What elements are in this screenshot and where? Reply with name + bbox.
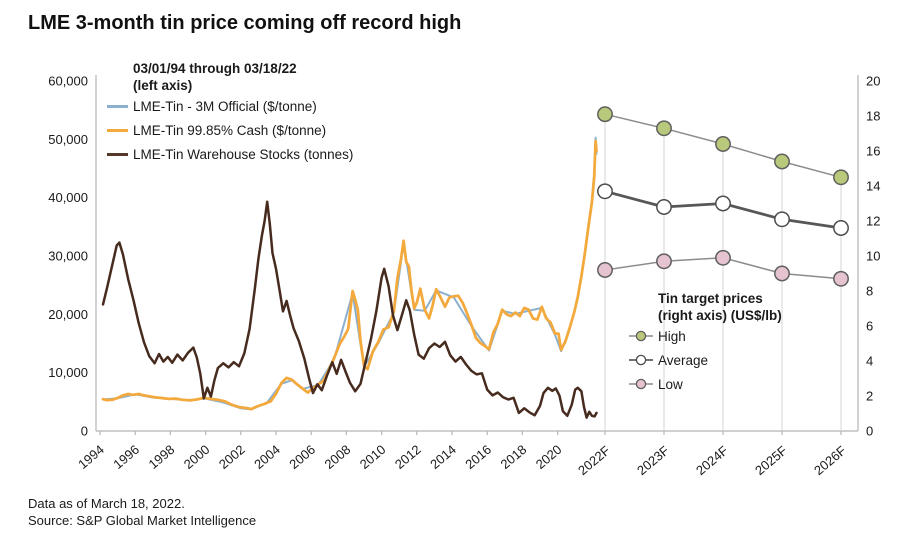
forecast-dot-low-2024F [715, 249, 731, 266]
x-tick-label: 2008 [322, 442, 354, 472]
x-tick-label: 2014 [427, 442, 459, 472]
legend-item-label: High [658, 328, 686, 344]
marker-swatch-average [629, 354, 653, 366]
x-tick-label: 2018 [498, 442, 530, 472]
legend-item-average: Average [628, 348, 782, 372]
right-axis-tick-label: 10 [866, 249, 880, 264]
legend-right-header: Tin target prices (right axis) (US$/lb) [658, 290, 782, 324]
right-axis-tick-label: 12 [866, 214, 880, 229]
x-tick-label: 2010 [357, 442, 389, 472]
forecast-dot-high-2026F [833, 169, 849, 186]
forecast-dot-average-2024F [715, 195, 731, 212]
legend-left: 03/01/94 through 03/18/22 (left axis) LM… [107, 60, 353, 166]
x-tick-label: 2004 [251, 442, 283, 472]
right-axis-tick-label: 20 [866, 74, 880, 89]
x-tick-label: 2002 [216, 442, 248, 472]
right-axis-tick-label: 8 [866, 284, 873, 299]
average-marker-icon [635, 354, 647, 366]
forecast-dot-low-2023F [656, 253, 672, 270]
legend-axis-note: (left axis) [133, 78, 193, 93]
legend-item-label: LME-Tin 99.85% Cash ($/tonne) [133, 122, 327, 138]
forecast-dot-high-2025F [774, 153, 790, 170]
legend-target-title: Tin target prices [658, 291, 763, 306]
legend-item-low: Low [628, 372, 782, 396]
x-tick-label: 2025F [752, 443, 790, 478]
left-axis-tick-label: 20,000 [48, 307, 88, 322]
legend-item-high: High [628, 324, 782, 348]
left-axis-tick-label: 60,000 [48, 74, 88, 89]
series-line-2 [101, 200, 598, 419]
legend-target-units: (right axis) (US$/lb) [658, 308, 782, 323]
marker-swatch-low [629, 378, 653, 390]
line-swatch-blue [107, 104, 128, 108]
legend-item-label: LME-Tin - 3M Official ($/tonne) [133, 98, 317, 114]
line-swatch-brown [107, 152, 128, 156]
x-tick-label: 2023F [634, 443, 672, 478]
left-axis-tick-label: 10,000 [48, 365, 88, 380]
marker-swatch-high [629, 330, 653, 342]
x-tick-label: 2016 [462, 442, 494, 472]
high-marker-icon [635, 330, 647, 342]
x-tick-label: 1998 [146, 442, 178, 472]
left-axis-tick-label: 0 [81, 424, 88, 439]
right-axis-tick-label: 4 [866, 354, 873, 369]
forecast-dot-low-2022F [597, 262, 613, 278]
legend-item-warehouse-stocks: LME-Tin Warehouse Stocks (tonnes) [107, 142, 353, 166]
x-tick-label: 2000 [181, 442, 213, 472]
right-axis-tick-label: 0 [866, 424, 873, 439]
source-note: Data as of March 18, 2022. Source: S&P G… [28, 495, 256, 529]
x-tick-label: 1994 [75, 442, 107, 472]
forecast-dot-high-2024F [715, 136, 731, 152]
legend-item-cash: LME-Tin 99.85% Cash ($/tonne) [107, 118, 353, 142]
legend-period: 03/01/94 through 03/18/22 [133, 61, 297, 76]
right-axis-tick-label: 18 [866, 109, 880, 124]
x-tick-label: 2012 [392, 442, 424, 472]
chart-title: LME 3-month tin price coming off record … [28, 12, 462, 34]
x-tick-label: 2026F [811, 443, 849, 478]
line-swatch-orange [107, 128, 128, 132]
x-tick-label: 2020 [533, 442, 565, 472]
legend-item-label: LME-Tin Warehouse Stocks (tonnes) [133, 146, 354, 162]
legend-right: Tin target prices (right axis) (US$/lb) … [628, 290, 782, 396]
right-axis-tick-label: 14 [866, 179, 880, 194]
source-line: Source: S&P Global Market Intelligence [28, 513, 257, 528]
forecast-dot-average-2026F [833, 220, 849, 236]
series-line-1 [101, 139, 598, 411]
x-tick-label: 1996 [110, 442, 142, 472]
data-as-of: Data as of March 18, 2022. [28, 496, 185, 511]
left-axis-tick-label: 50,000 [48, 132, 88, 147]
right-axis-tick-label: 2 [866, 389, 873, 404]
legend-item-3m-official: LME-Tin - 3M Official ($/tonne) [107, 94, 353, 118]
forecast-dot-average-2025F [774, 211, 790, 228]
x-tick-label: 2006 [286, 442, 318, 472]
x-tick-label: 2024F [693, 443, 731, 478]
forecast-dot-high-2022F [597, 106, 613, 123]
low-marker-icon [635, 378, 647, 390]
series-line-0 [102, 136, 598, 411]
legend-item-label: Average [658, 352, 709, 368]
legend-left-header: 03/01/94 through 03/18/22 (left axis) [133, 60, 353, 94]
forecast-dot-average-2022F [597, 183, 613, 200]
left-axis-tick-label: 40,000 [48, 190, 88, 205]
right-axis-tick-label: 16 [866, 144, 880, 159]
legend-item-label: Low [658, 376, 683, 392]
forecast-dot-low-2026F [833, 270, 849, 287]
forecast-dot-low-2025F [774, 265, 790, 282]
forecast-dot-average-2023F [656, 199, 672, 215]
right-axis-tick-label: 6 [866, 319, 873, 334]
forecast-dot-high-2023F [656, 120, 672, 137]
left-axis-tick-label: 30,000 [48, 249, 88, 264]
x-tick-label: 2022F [575, 443, 613, 478]
